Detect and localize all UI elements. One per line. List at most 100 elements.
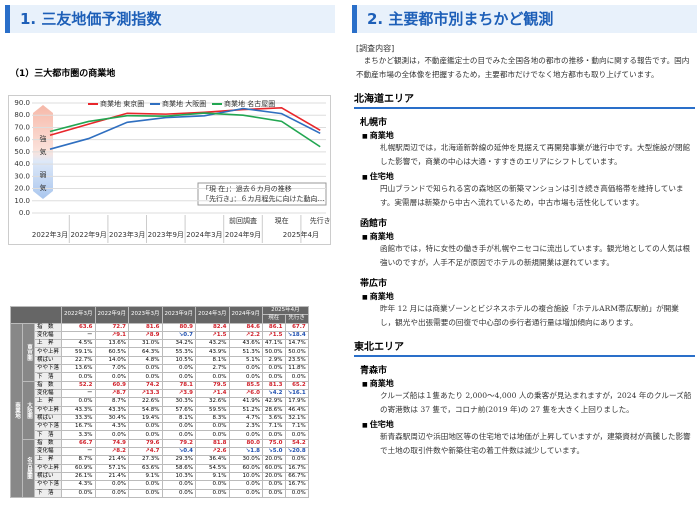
cell: 0.0% (161, 488, 197, 498)
x-tick-label: 2022年9月 (70, 230, 106, 239)
col-header: 2024年9月 (228, 306, 264, 324)
cell: ↗8.2 (94, 447, 130, 457)
cell: 14.0% (94, 355, 130, 366)
row-label: 変化幅 (33, 388, 63, 399)
item-label: 住宅地 (362, 419, 687, 430)
cell: 0.0% (284, 455, 309, 465)
cell: 0.0% (61, 372, 96, 382)
cell: － (61, 447, 96, 457)
cell: 8.1% (161, 413, 197, 424)
cell: 43.9% (195, 347, 230, 357)
region-label: 東京圏 (22, 322, 35, 382)
cell: 0.0% (94, 480, 130, 490)
cell: 41.9% (228, 397, 264, 407)
cell: 0.0% (161, 372, 197, 382)
header-row: 2022年3月 2022年9月 2023年3月 2023年9月 2024年3月 2024年… (9, 305, 309, 324)
cell: ↗1.5 (195, 330, 230, 341)
corner (9, 306, 63, 324)
cell: 16.7% (61, 422, 96, 432)
cell: 81.3 (262, 380, 286, 390)
cell: 32.1% (284, 413, 309, 424)
survey-text: まちかど観測は，不動産鑑定士の目でみた全国各地の都市の推移・動向に関する報告です… (356, 56, 690, 79)
y-tick-label: 50.0 (14, 148, 30, 156)
table-row: 下 落 0.0% 0.0% 0.0% 0.0% 0.0% 0.0% 0.0% 0.0% (11, 372, 309, 382)
cell: ↗4.7 (128, 447, 163, 457)
cell: 0.0% (128, 364, 163, 374)
cell: 26.1% (61, 471, 96, 482)
cell: 0.0% (284, 430, 309, 440)
weak-label: 弱気 (39, 171, 47, 197)
cell: 21.4% (94, 455, 130, 465)
item-label: 商業地 (362, 231, 687, 242)
cell: 5.1% (228, 355, 264, 366)
cell: 60.9 (94, 380, 130, 390)
row-label: 指 数 (33, 322, 63, 332)
col-header: 2022年9月 (94, 306, 130, 324)
cell: 54.8% (128, 405, 163, 415)
cell: ↗1.5 (262, 330, 286, 341)
cell: － (61, 388, 96, 399)
cell: 57.6% (161, 405, 197, 415)
cell: 0.0% (128, 430, 163, 440)
row-label: やや下落 (33, 480, 63, 490)
cell: 0.0% (228, 480, 264, 490)
col-header: 2022年3月 (61, 306, 96, 324)
cell: 65.2 (284, 380, 309, 390)
cell: 0.0% (195, 430, 230, 440)
cell: 82.4 (195, 322, 230, 332)
cell: ↘18.4 (284, 330, 309, 341)
cell: 60.9% (61, 463, 96, 473)
item-text: 函館市では，特に女性の働き手が札幌やニセコに流出しています。観光地としての人気は… (380, 244, 691, 267)
cell: 43.3% (94, 405, 130, 415)
cell: 63.6% (128, 463, 163, 473)
cell: 2.3% (228, 422, 264, 432)
item-text: 札幌駅周辺では，北海道新幹線の延伸を見据えて再開発事業が進行中です。大型施設が閉… (380, 143, 691, 166)
cell: 0.0% (195, 422, 230, 432)
cell: 85.5 (228, 380, 264, 390)
cell: 4.7% (228, 413, 264, 424)
cell: 60.5% (94, 347, 130, 357)
table-row: 下 落 3.3% 0.0% 0.0% 0.0% 0.0% 0.0% 0.0% 0.0% (11, 430, 309, 440)
cell: 0.0% (128, 480, 163, 490)
cell: 8.1% (195, 355, 230, 366)
cell: 46.4% (284, 405, 309, 415)
item-label: 商業地 (362, 378, 687, 389)
cell: 4.3% (94, 422, 130, 432)
cell: 7.1% (284, 422, 309, 432)
cell: ↗1.4 (195, 388, 230, 399)
cell: 80.9 (161, 322, 197, 332)
cell: 8.7% (94, 397, 130, 407)
table-row: 変化幅－ ↗9.1 ↗8.9 ↘0.7 ↗1.5 ↗2.2 ↗1.5 ↘18.4 (11, 330, 309, 341)
cell: 0.0% (195, 480, 230, 490)
previous-label: 前回調査 (229, 216, 257, 225)
cell: 0.0% (61, 488, 96, 498)
cell: 8.3% (195, 413, 230, 424)
cell: 51.2% (228, 405, 264, 415)
table-row: やや上昇 43.3% 43.3% 54.8% 57.6% 59.5% 51.2% 28.6% 4… (11, 405, 309, 415)
cell: ↗2.6 (195, 447, 230, 457)
cell: 10.3% (161, 471, 197, 482)
col-header: 2024年3月 (195, 306, 230, 324)
legend-label: 商業地 大阪圏 (162, 99, 206, 108)
cell: 9.1% (195, 471, 230, 482)
cell: 2.7% (195, 364, 230, 374)
cell: 0.0% (262, 430, 286, 440)
table-row: 変化幅－ ↗8.2 ↗4.7 ↘0.4 ↗2.6 ↘1.8 ↘5.0 ↘20.8 (11, 447, 309, 457)
cell: 0.0% (195, 372, 230, 382)
cell: 0.0% (94, 430, 130, 440)
table-row: やや上昇 60.9% 57.1% 63.6% 58.6% 54.5% 60.0% 60.0% 1… (11, 463, 309, 473)
section-header: 2. 主要都市別まちかど観測 (352, 5, 697, 33)
cell: 0.0% (161, 422, 197, 432)
cell: 7.0% (94, 364, 130, 374)
cell: 29.3% (161, 455, 197, 465)
right-panel: 2. 主要都市別まちかど観測 [調査内容] まちかど観測は，不動産鑑定士の目でみ… (352, 0, 697, 515)
area-title: 北海道エリア (354, 90, 695, 109)
cell: 10.0% (228, 471, 264, 482)
row-label: 指 数 (33, 438, 63, 449)
cell: 66.7% (284, 471, 309, 482)
cell: 43.6% (228, 339, 264, 349)
cell: ↘0.4 (161, 447, 197, 457)
cell: 16.7% (284, 480, 309, 490)
cell: 67.7 (284, 322, 309, 332)
legend-label: 商業地 名古屋圏 (224, 99, 275, 108)
